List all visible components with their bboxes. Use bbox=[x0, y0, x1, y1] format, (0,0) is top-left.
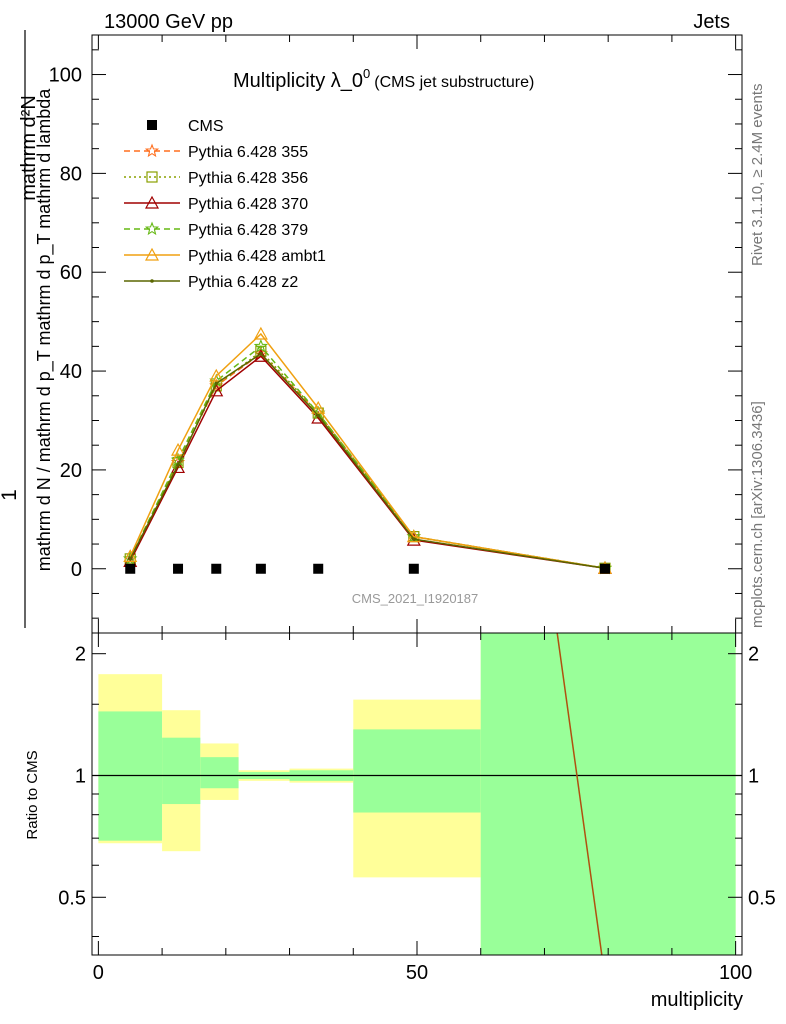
ratio-ytick-label-right: 0.5 bbox=[748, 887, 776, 909]
ratio-ytick-label-right: 1 bbox=[748, 765, 759, 787]
marker-dot bbox=[150, 279, 154, 283]
chart-title-sup: 0 bbox=[363, 66, 370, 81]
ratio-panel: 0.5 0.5 1 1 2 2 0 50 100 bbox=[58, 632, 776, 984]
ratio-ylabel: Ratio to CMS bbox=[24, 750, 41, 839]
legend-label: Pythia 6.428 z2 bbox=[188, 274, 298, 291]
main-ytick-label: 100 bbox=[49, 65, 82, 87]
marker-square bbox=[147, 120, 157, 130]
uncertainty-band-green bbox=[162, 737, 201, 805]
chart-title-main: Multiplicity λ_0 bbox=[233, 70, 363, 92]
marker-star bbox=[144, 221, 160, 236]
main-panel: 0 20 40 60 80 100 CMS Pythia 6.428 355 Pythia 6.… bbox=[49, 34, 743, 634]
series-pythia-6-428-379 bbox=[123, 338, 613, 575]
legend: CMS Pythia 6.428 355 Pythia 6.428 356 Pythi… bbox=[124, 118, 326, 291]
series-pythia-6-428-370 bbox=[123, 348, 613, 574]
uncertainty-band-green bbox=[480, 633, 736, 955]
legend-label: Pythia 6.428 370 bbox=[188, 196, 308, 213]
legend-label: Pythia 6.428 356 bbox=[188, 170, 308, 187]
mcplots-label: mcplots.cern.ch [arXiv:1306.3436] bbox=[749, 401, 766, 628]
marker-dot bbox=[128, 557, 133, 561]
energy-label: 13000 GeV pp bbox=[104, 11, 233, 33]
main-ytick-label: 0 bbox=[71, 559, 82, 581]
marker-square bbox=[408, 563, 419, 574]
uncertainty-band-green bbox=[200, 757, 239, 789]
legend-item: Pythia 6.428 ambt1 bbox=[124, 247, 326, 265]
legend-item: Pythia 6.428 370 bbox=[124, 195, 308, 213]
category-label: Jets bbox=[693, 11, 730, 33]
marker-open-square bbox=[146, 171, 158, 183]
main-ytick-label: 40 bbox=[60, 361, 82, 383]
marker-square bbox=[313, 563, 324, 574]
main-ylabel: 1 mathrm d²N mathrm d N / mathrm d p_T m… bbox=[0, 30, 55, 628]
marker-dot bbox=[412, 537, 416, 541]
marker-square bbox=[255, 563, 266, 574]
series-line bbox=[129, 350, 606, 569]
marker-open-triangle bbox=[171, 442, 186, 456]
marker-dot bbox=[176, 463, 180, 467]
marker-square bbox=[211, 563, 222, 574]
marker-square bbox=[173, 563, 184, 574]
marker-dot bbox=[214, 381, 219, 386]
marker-square bbox=[125, 563, 136, 574]
main-ytick-label: 20 bbox=[60, 460, 82, 482]
series-line bbox=[129, 352, 606, 569]
marker-open-triangle bbox=[209, 368, 224, 382]
series-pythia-6-428-z2 bbox=[128, 351, 607, 571]
series-line bbox=[129, 355, 606, 569]
series-cms bbox=[125, 563, 610, 574]
marker-star bbox=[253, 338, 269, 353]
uncertainty-band-green bbox=[353, 729, 481, 813]
rivet-label: Rivet 3.1.10, ≥ 2.4M events bbox=[749, 84, 766, 267]
watermark: CMS_2021_I1920187 bbox=[352, 591, 479, 606]
ylabel-denominator: mathrm d N / mathrm d p_T mathrm d p_T m… bbox=[34, 88, 55, 571]
ratio-ytick-label-right: 2 bbox=[748, 644, 759, 666]
legend-item: Pythia 6.428 z2 bbox=[124, 274, 298, 291]
marker-star bbox=[144, 143, 160, 158]
legend-item: Pythia 6.428 356 bbox=[124, 170, 308, 187]
series-pythia-6-428-356 bbox=[124, 345, 611, 574]
main-ytick-label: 80 bbox=[60, 163, 82, 185]
marker-dot bbox=[259, 351, 263, 356]
legend-item: Pythia 6.428 379 bbox=[124, 221, 308, 239]
marker-open-triangle bbox=[311, 400, 326, 414]
marker-open-triangle bbox=[123, 549, 138, 562]
series-line bbox=[129, 332, 606, 569]
ylabel-one: 1 bbox=[0, 489, 21, 501]
xlabel: multiplicity bbox=[651, 989, 743, 1011]
ratio-ytick-label-left: 1 bbox=[75, 765, 86, 787]
ratio-ytick-label-left: 2 bbox=[75, 644, 86, 666]
legend-label: CMS bbox=[188, 118, 224, 135]
legend-item: Pythia 6.428 355 bbox=[124, 143, 308, 161]
marker-open-triangle bbox=[144, 195, 160, 209]
marker-square bbox=[599, 563, 610, 574]
legend-label: Pythia 6.428 355 bbox=[188, 144, 308, 161]
series-line bbox=[129, 345, 606, 569]
marker-open-triangle bbox=[253, 326, 268, 340]
legend-label: Pythia 6.428 379 bbox=[188, 222, 308, 239]
marker-dot bbox=[316, 413, 321, 418]
series-pythia-6-428-355 bbox=[123, 346, 613, 575]
chart-title: Multiplicity λ_00 (CMS jet substructure) bbox=[233, 66, 534, 92]
xtick-label: 50 bbox=[406, 962, 428, 984]
ylabel-numerator: mathrm d²N bbox=[18, 95, 40, 201]
legend-item: CMS bbox=[147, 118, 224, 135]
xtick-label: 100 bbox=[719, 962, 752, 984]
ratio-ytick-label-left: 0.5 bbox=[58, 887, 86, 909]
legend-label: Pythia 6.428 ambt1 bbox=[188, 248, 326, 265]
xtick-label: 0 bbox=[93, 962, 104, 984]
ratio-mc-line bbox=[556, 632, 603, 956]
series-pythia-6-428-ambt1 bbox=[123, 326, 613, 574]
marker-open-triangle bbox=[144, 247, 160, 261]
series-line bbox=[129, 352, 606, 569]
chart-subtitle: (CMS jet substructure) bbox=[374, 74, 534, 91]
main-ytick-label: 60 bbox=[60, 262, 82, 284]
